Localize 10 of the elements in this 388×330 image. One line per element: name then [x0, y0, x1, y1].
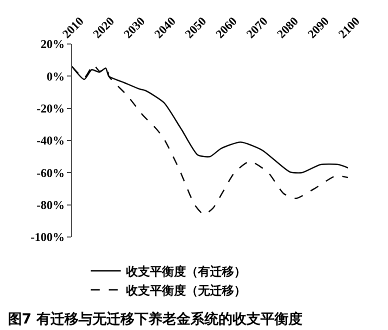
legend-label: 收支平衡度（无迁移）	[126, 283, 246, 298]
y-tick-label: -20%	[36, 102, 65, 116]
text: 图7 有迁移与无迁移下养老金系统的收支平衡度	[8, 310, 302, 328]
y-tick-label: 0%	[46, 69, 65, 84]
y-tick-label: -100%	[30, 230, 65, 244]
y-tick-label: -80%	[36, 198, 65, 212]
y-tick-label: -60%	[36, 166, 65, 180]
legend-label: 收支平衡度（有迁移）	[126, 264, 246, 278]
y-tick-label: -40%	[36, 134, 65, 148]
y-tick-label: 20%	[40, 37, 65, 52]
